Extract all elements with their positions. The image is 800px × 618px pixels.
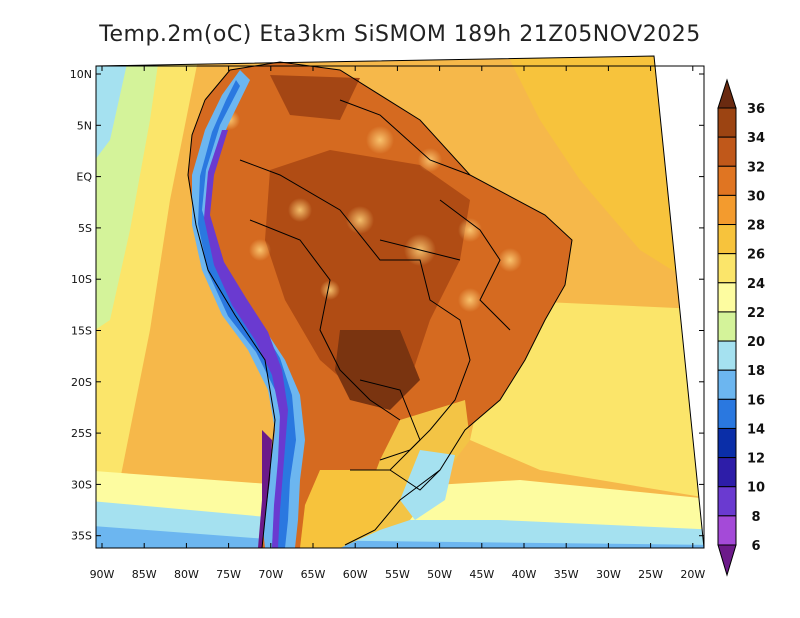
lat-tick-label: 30S	[71, 478, 92, 491]
field-venezuela-hot	[270, 75, 360, 120]
colorbar-segment	[717, 457, 737, 488]
colorbar-label: 22	[747, 306, 765, 321]
colorbar-segment	[717, 282, 737, 313]
lat-tick-label: EQ	[76, 171, 92, 184]
coastline-atlantic	[204, 61, 573, 546]
field-south-colder	[96, 525, 704, 548]
field-warm-spot	[320, 280, 340, 300]
colorbar-label: 16	[747, 393, 765, 408]
field-warm-spot	[458, 218, 482, 242]
lon-tick-label: 30W	[596, 568, 621, 581]
lon-tick-label: 45W	[469, 568, 494, 581]
lon-tick-label: 65W	[301, 568, 326, 581]
colorbar-label: 18	[747, 364, 765, 379]
lon-tick-label: 70W	[258, 568, 283, 581]
colorbar-segment	[717, 369, 737, 400]
colorbar-segment	[717, 311, 737, 342]
colorbar-segment	[717, 224, 737, 255]
border-uruguay	[389, 469, 441, 491]
colorbar-segment	[717, 427, 737, 459]
lat-tick-label: 15S	[71, 325, 92, 338]
colorbar-segment	[717, 107, 737, 138]
lon-tick-label: 55W	[385, 568, 410, 581]
field-andes-peak	[258, 430, 272, 548]
colorbar-label: 26	[747, 248, 765, 263]
field-warm-spot	[458, 288, 482, 312]
colorbar-label: 36	[747, 102, 765, 117]
colorbar-label: 14	[747, 422, 765, 437]
colorbar-top-arrow	[717, 78, 737, 109]
colorbar-segment	[717, 136, 737, 167]
coastline-pacific	[187, 99, 276, 549]
colorbar: 36 34 32 30 28 26 24 22 20 18 16 14 12 10 8 6	[717, 78, 765, 577]
lat-tick-label: 5S	[78, 222, 92, 235]
lon-tick-label: 35W	[554, 568, 579, 581]
lon-tick-label: 90W	[90, 568, 115, 581]
colorbar-label: 24	[747, 277, 765, 292]
border-guianas	[339, 99, 471, 176]
lat-tick-label: 10N	[70, 68, 92, 81]
border-paraguay	[350, 379, 421, 471]
colorbar-label: 32	[747, 160, 765, 175]
colorbar-label: 30	[747, 189, 765, 204]
map-axes-frame	[95, 65, 705, 549]
colorbar-label: 12	[747, 452, 765, 467]
field-atlantic-south	[470, 300, 704, 500]
lat-tick-label: 20S	[71, 376, 92, 389]
field-warm-spot	[346, 206, 374, 234]
lon-tick-label: 80W	[174, 568, 199, 581]
lon-tick-label: 25W	[638, 568, 663, 581]
lon-tick-label: 40W	[512, 568, 537, 581]
colorbar-label: 8	[751, 510, 760, 525]
lat-tick-label: 5N	[77, 119, 92, 132]
field-pacific-cold	[96, 56, 130, 180]
border-states-center	[379, 239, 461, 261]
border-brazil-west	[239, 159, 471, 461]
colorbar-segment	[717, 515, 737, 546]
field-warm-spot	[498, 248, 522, 272]
colorbar-label: 28	[747, 219, 765, 234]
map-borders	[187, 61, 573, 549]
figure-title: Temp.2m(oC) Eta3km SiSMOM 189h 21Z05NOV2…	[98, 22, 700, 47]
colorbar-segment	[717, 165, 737, 196]
colorbar-segment	[717, 398, 737, 429]
field-warm-spot	[288, 198, 312, 222]
colorbar-bottom-arrow	[717, 544, 737, 577]
border-brazil-states	[439, 199, 511, 331]
colorbar-segment	[717, 486, 737, 517]
lon-tick-label: 20W	[680, 568, 705, 581]
field-continent-hot	[265, 150, 470, 395]
field-warm-spot	[366, 126, 394, 154]
lat-tick-label: 25S	[71, 427, 92, 440]
lon-tick-label: 50W	[427, 568, 452, 581]
latitude-axis: 10N 5N EQ 5S 10S 15S 20S 25S 30S 35S	[70, 68, 704, 543]
field-andes-coldest	[204, 130, 288, 548]
lat-tick-label: 10S	[71, 273, 92, 286]
field-pampas	[300, 470, 380, 548]
lon-tick-label: 60W	[343, 568, 368, 581]
colorbar-label: 10	[747, 481, 765, 496]
longitude-axis: 90W 85W 80W 75W 70W 65W 60W 55W 50W 45W 40W 35W 30W 2…	[90, 66, 705, 581]
colorbar-label: 20	[747, 335, 765, 350]
lon-tick-label: 85W	[132, 568, 157, 581]
colorbar-label: 6	[751, 539, 760, 554]
border-bolivia-peru	[249, 219, 401, 421]
temperature-field	[96, 56, 704, 549]
colorbar-segment	[717, 194, 737, 226]
lat-tick-label: 35S	[71, 530, 92, 543]
lon-tick-label: 75W	[216, 568, 241, 581]
colorbar-segment	[717, 340, 737, 371]
colorbar-label: 34	[747, 131, 765, 146]
colorbar-segment	[717, 253, 737, 284]
field-warm-spot	[249, 239, 271, 261]
